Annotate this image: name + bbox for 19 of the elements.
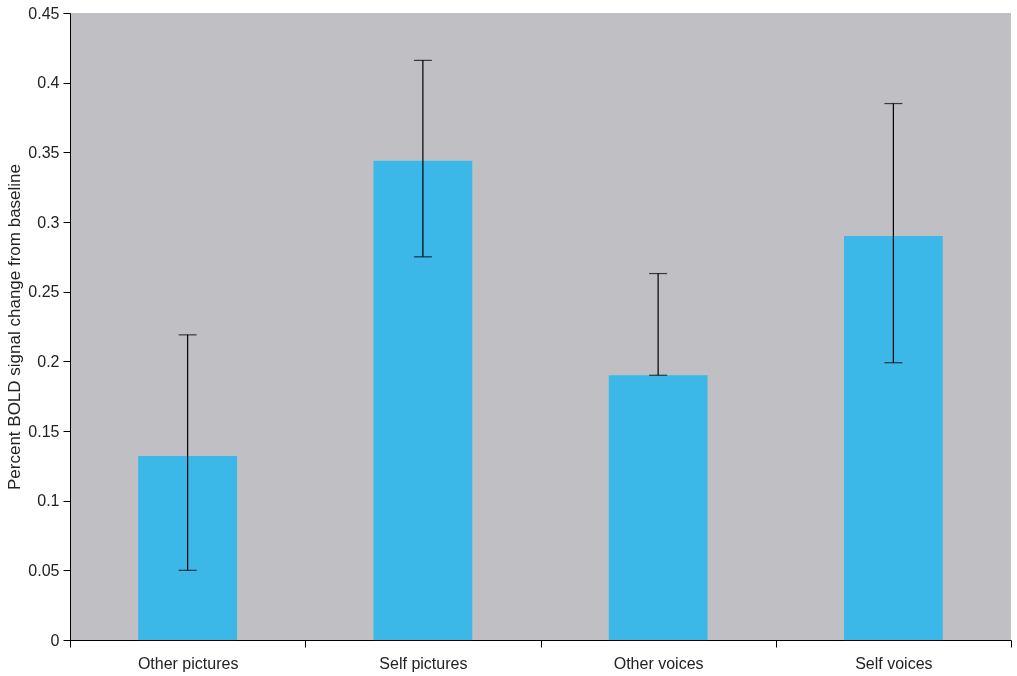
x-tick-label: Other voices xyxy=(613,654,704,672)
x-tick-label: Self voices xyxy=(855,654,933,672)
y-tick-label: 0.25 xyxy=(28,283,60,301)
y-tick-label: 0.3 xyxy=(37,213,60,231)
y-axis-title: Percent BOLD signal change from baseline xyxy=(5,163,25,491)
y-tick-label: 0.35 xyxy=(28,143,60,161)
y-tick-label: 0.05 xyxy=(28,561,60,579)
bar xyxy=(608,375,708,640)
x-tick-label: Other pictures xyxy=(137,654,239,672)
bar xyxy=(373,160,473,640)
x-tick-label: Self pictures xyxy=(379,654,468,672)
y-tick-label: 0.15 xyxy=(28,422,60,440)
y-tick-label: 0.45 xyxy=(28,4,60,22)
y-tick-label: 0.2 xyxy=(37,352,60,370)
y-tick-label: 0 xyxy=(50,631,60,649)
bar xyxy=(843,235,943,640)
bar xyxy=(138,456,238,640)
y-tick-label: 0.1 xyxy=(37,492,60,510)
y-tick-label: 0.4 xyxy=(37,74,60,92)
